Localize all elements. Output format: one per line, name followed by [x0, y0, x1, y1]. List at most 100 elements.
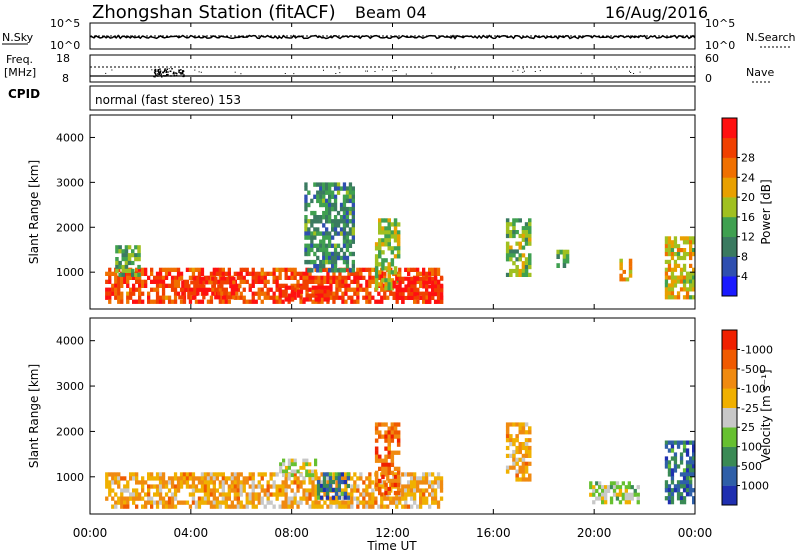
- echo-cell: [310, 219, 314, 224]
- echo-cell: [368, 472, 372, 477]
- echo-cell: [422, 480, 426, 485]
- echo-cell: [281, 267, 285, 272]
- echo-cell: [114, 472, 118, 477]
- echo-cell: [296, 283, 300, 288]
- echo-cell: [296, 480, 300, 485]
- echo-cell: [275, 488, 279, 493]
- echo-cell: [272, 267, 276, 272]
- echo-cell: [434, 288, 438, 293]
- freq-dot: [162, 75, 165, 77]
- echo-cell: [329, 291, 333, 296]
- echo-cell: [305, 473, 309, 478]
- echo-cell: [436, 287, 441, 292]
- echo-cell: [612, 485, 617, 490]
- echo-cell: [515, 469, 519, 474]
- echo-cell: [221, 492, 225, 497]
- echo-cell: [351, 206, 355, 212]
- echo-cell: [505, 249, 510, 254]
- echo-cell: [322, 483, 327, 489]
- echo-cell: [257, 480, 261, 485]
- echo-cell: [263, 504, 267, 509]
- echo-cell: [347, 295, 351, 300]
- echo-cell: [512, 449, 516, 455]
- cpid-value: normal (fast stereo) 153: [95, 93, 241, 107]
- echo-cell: [127, 245, 132, 250]
- echo-cell: [621, 496, 625, 501]
- echo-cell: [117, 500, 121, 505]
- echo-cell: [279, 289, 283, 294]
- echo-cell: [108, 480, 112, 485]
- echo-cell: [524, 477, 529, 482]
- echo-cell: [328, 235, 332, 240]
- echo-cell: [676, 444, 681, 449]
- echo-cell: [673, 464, 678, 469]
- echo-cell: [431, 295, 435, 300]
- echo-cell: [521, 226, 526, 231]
- freq-dot: [153, 75, 155, 78]
- echo-cell: [689, 468, 693, 473]
- echo-cell: [325, 202, 329, 208]
- echo-cell: [193, 276, 197, 281]
- echo-cell: [239, 271, 243, 276]
- echo-cell: [340, 491, 344, 496]
- echo-cell: [437, 292, 441, 297]
- echo-cell: [115, 260, 119, 266]
- echo-cell: [120, 295, 124, 300]
- echo-cell: [425, 280, 429, 285]
- echo-cell: [396, 238, 401, 243]
- beam-label: Beam 04: [355, 3, 427, 22]
- echo-cell: [251, 500, 255, 505]
- echo-cell: [319, 190, 323, 195]
- echo-cell: [440, 299, 444, 304]
- echo-cell: [182, 480, 187, 485]
- echo-cell: [196, 287, 200, 292]
- echo-cell: [384, 438, 388, 443]
- freq-dot: [175, 72, 177, 74]
- echo-cell: [141, 271, 145, 276]
- echo-cell: [395, 504, 399, 509]
- echo-cell: [251, 299, 255, 304]
- echo-cell: [233, 476, 237, 481]
- echo-cell: [322, 472, 327, 477]
- echo-cell: [126, 496, 130, 501]
- echo-cell: [682, 444, 687, 449]
- echo-cell: [260, 287, 264, 292]
- echo-cell: [304, 182, 308, 187]
- freq-dot: [639, 71, 641, 73]
- echo-cell: [404, 295, 408, 300]
- echo-cell: [238, 284, 242, 289]
- echo-cell: [155, 484, 160, 489]
- range-tick-label: 4000: [56, 131, 84, 144]
- echo-cell: [221, 267, 225, 272]
- echo-cell: [419, 279, 423, 284]
- echo-cell: [278, 271, 282, 276]
- echo-cell: [200, 496, 205, 501]
- echo-cell: [692, 236, 696, 241]
- echo-cell: [350, 504, 354, 509]
- echo-cell: [692, 440, 696, 445]
- echo-cell: [528, 445, 532, 451]
- colorbar-segment: [722, 256, 737, 277]
- echo-cell: [181, 295, 185, 300]
- echo-cell: [362, 275, 366, 280]
- echo-cell: [374, 458, 379, 463]
- echo-cell: [161, 279, 166, 284]
- echo-cell: [206, 496, 211, 501]
- echo-cell: [144, 271, 148, 276]
- echo-cell: [290, 488, 294, 493]
- echo-cell: [304, 243, 308, 248]
- echo-cell: [131, 268, 135, 273]
- freq-dot: [183, 74, 185, 76]
- colorbar-segment: [722, 466, 737, 486]
- colorbar-segment: [722, 276, 737, 297]
- echo-cell: [378, 222, 382, 227]
- echo-cell: [278, 492, 282, 497]
- echo-cell: [387, 262, 391, 267]
- echo-cell: [212, 504, 216, 509]
- echo-cell: [170, 504, 175, 509]
- echo-cell: [676, 248, 681, 253]
- echo-cell: [313, 227, 317, 232]
- echo-cell: [673, 244, 678, 249]
- echo-cell: [135, 504, 139, 509]
